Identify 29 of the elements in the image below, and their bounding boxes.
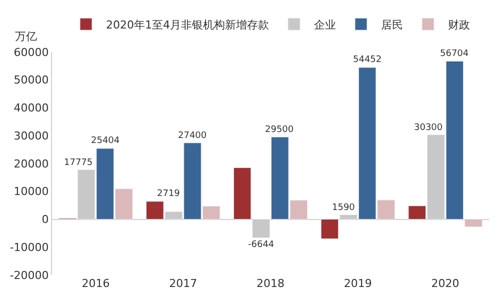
data-label: 30300 bbox=[414, 123, 443, 133]
y-tick-label: 20000 bbox=[14, 157, 49, 170]
data-label: 56704 bbox=[440, 49, 469, 59]
y-tick-label: 30000 bbox=[14, 129, 49, 142]
y-axis-title: 万亿 bbox=[15, 30, 37, 43]
data-label: 27400 bbox=[178, 131, 207, 141]
x-tick-label: 2016 bbox=[82, 277, 110, 290]
data-label: 17775 bbox=[64, 158, 93, 168]
x-tick-label: 2019 bbox=[344, 277, 372, 290]
legend-label: 财政 bbox=[448, 18, 470, 32]
x-tick-label: 2017 bbox=[169, 277, 198, 290]
legend-label: 居民 bbox=[381, 18, 403, 32]
data-label: 1590 bbox=[332, 203, 356, 213]
y-tick-label: 10000 bbox=[14, 185, 49, 198]
y-tick-label: 40000 bbox=[14, 102, 49, 115]
y-tick-label: 0 bbox=[42, 213, 49, 226]
y-tick-label: 50000 bbox=[14, 74, 49, 87]
data-label: 29500 bbox=[265, 125, 294, 135]
data-label: 2719 bbox=[157, 189, 180, 199]
legend-label: 2020年1至4月非银机构新增存款 bbox=[106, 18, 269, 32]
legend-label: 企业 bbox=[314, 18, 336, 32]
x-tick-label: 2018 bbox=[256, 277, 284, 290]
data-label: -6644 bbox=[248, 240, 274, 250]
data-label: 25404 bbox=[91, 136, 120, 146]
x-tick-label: 2020 bbox=[431, 277, 460, 290]
y-tick-label: -20000 bbox=[10, 268, 49, 282]
data-label: 54452 bbox=[353, 55, 382, 65]
y-tick-label: -10000 bbox=[10, 240, 49, 254]
y-tick-label: 60000 bbox=[14, 46, 49, 59]
